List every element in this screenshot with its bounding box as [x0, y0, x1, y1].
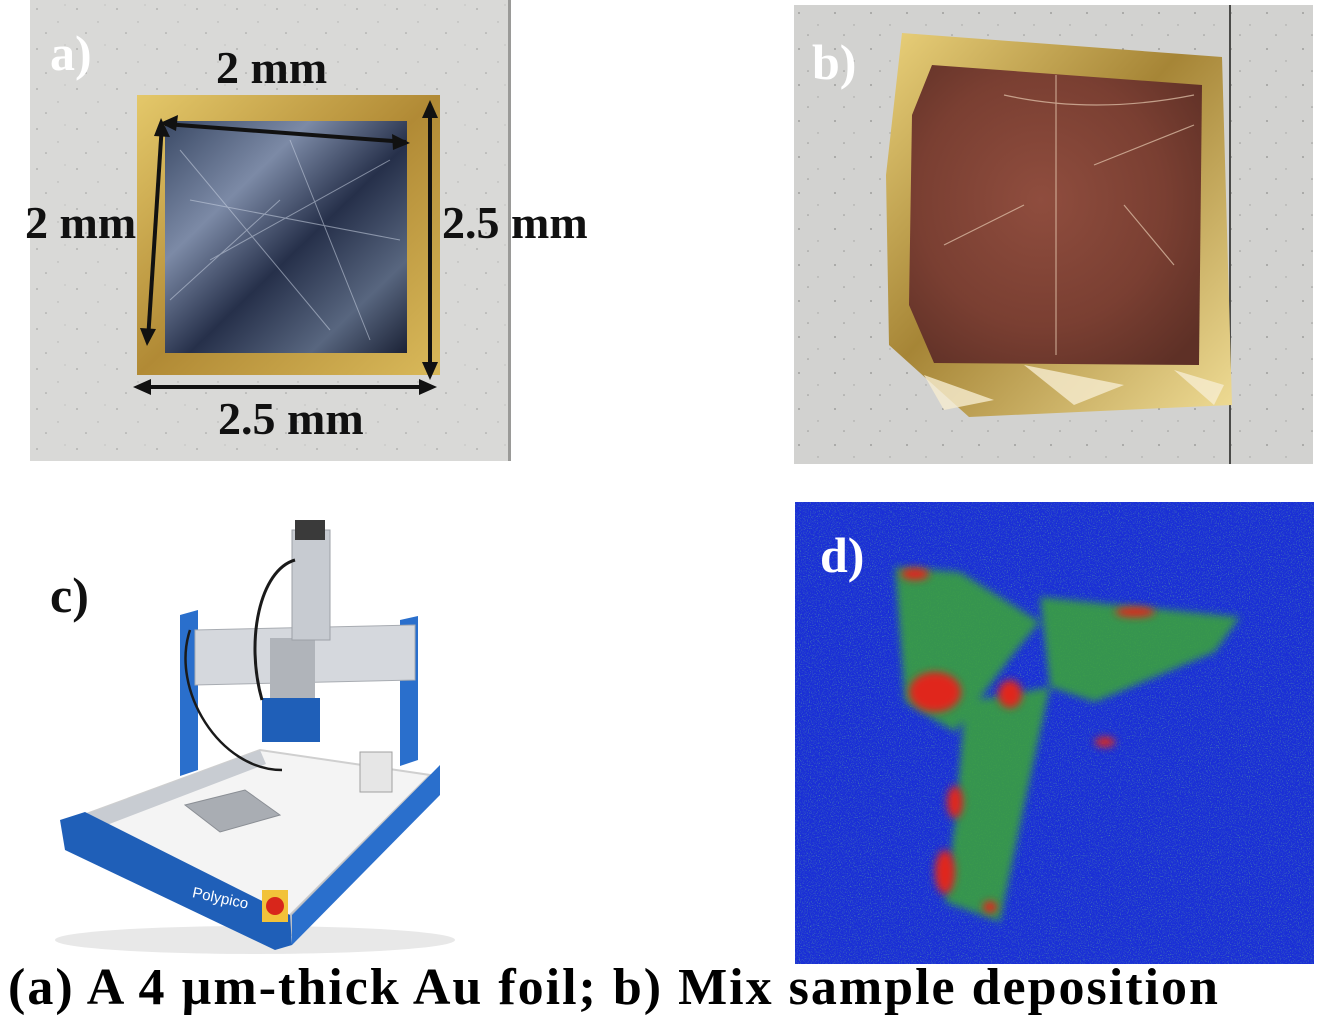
- red-hotspots: [901, 568, 1155, 913]
- panel-b-photo: [794, 5, 1313, 464]
- panel-c-label: c): [50, 567, 89, 623]
- foil-mirror-area: [165, 121, 407, 353]
- panel-a-label: a): [50, 25, 92, 81]
- panel-d-label: d): [820, 527, 865, 583]
- dim-right-label: 2.5 mm: [442, 197, 588, 248]
- elemental-map: [795, 502, 1314, 964]
- panel-a: a) 2 mm 2.5 mm: [30, 0, 511, 461]
- dim-top-label: 2 mm: [216, 42, 328, 93]
- panel-c: c) Polypico: [30, 520, 470, 960]
- panel-a-photo: [30, 0, 511, 461]
- panel-d: d): [795, 502, 1314, 964]
- dim-left-label: 2 mm: [25, 197, 137, 248]
- panel-b-label: b): [812, 34, 857, 90]
- green-region: [895, 567, 1240, 922]
- printer-photo: [55, 520, 455, 954]
- dimension-arrows: [133, 100, 438, 395]
- panel-b: b): [794, 5, 1313, 464]
- dim-bottom-label: 2.5 mm: [218, 393, 364, 444]
